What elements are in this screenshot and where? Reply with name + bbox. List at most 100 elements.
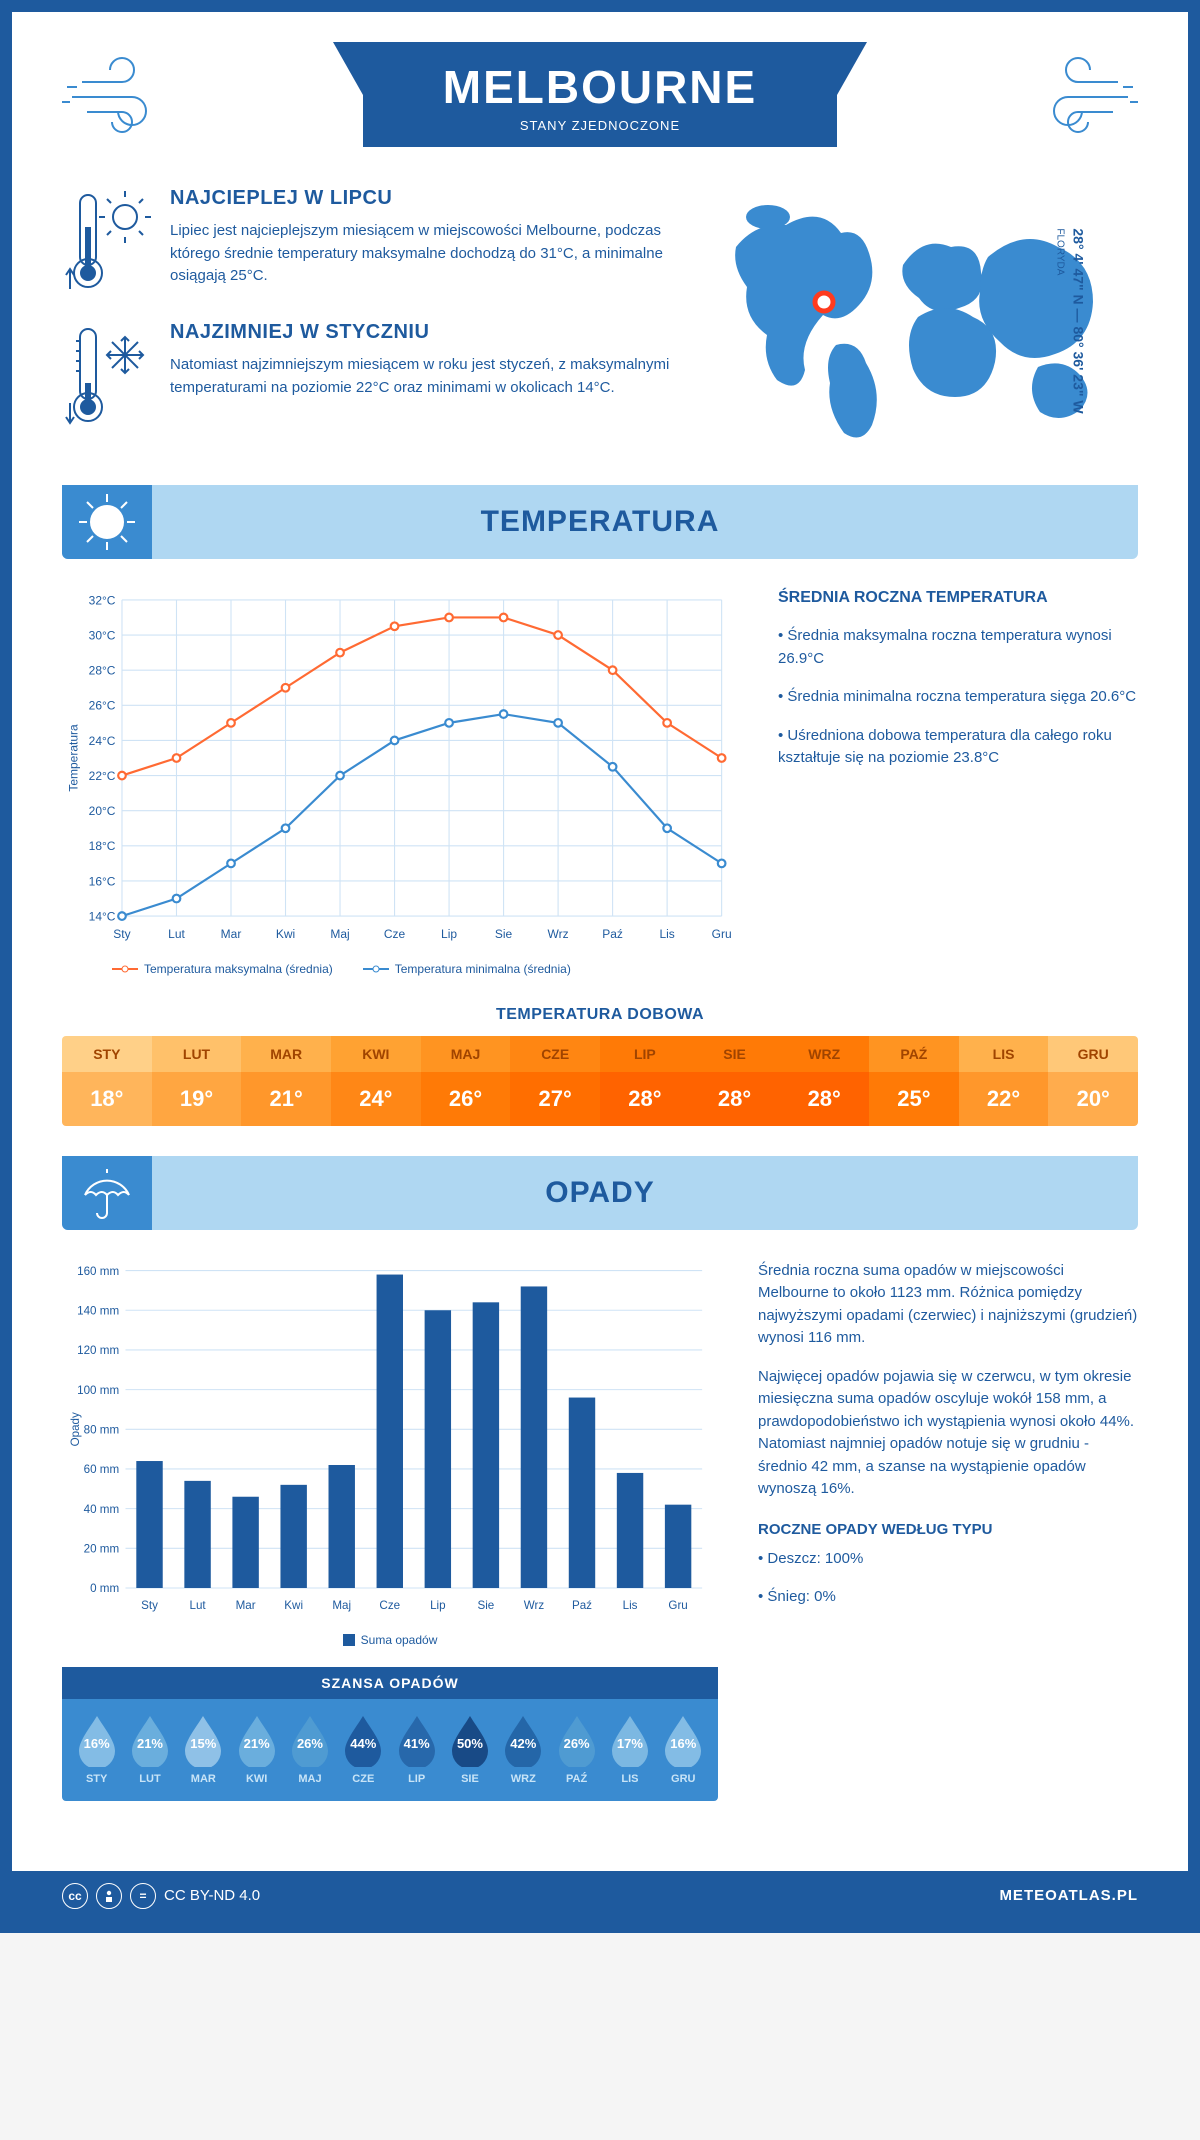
- map-coords: 28° 4' 47" N — 80° 36' 23" W FLORYDA: [1054, 228, 1086, 413]
- fact-warm-text: Lipiec jest najcieplejszym miesiącem w m…: [170, 220, 678, 288]
- daily-cell: LUT 19°: [152, 1036, 242, 1126]
- chance-cell: 26% PAŹ: [552, 1713, 601, 1785]
- footer: cc = CC BY-ND 4.0 METEOATLAS.PL: [12, 1871, 1188, 1921]
- svg-text:60 mm: 60 mm: [84, 1463, 120, 1476]
- fact-cold: NAJZIMNIEJ W STYCZNIU Natomiast najzimni…: [62, 321, 678, 431]
- daily-cell: SIE 28°: [690, 1036, 780, 1126]
- svg-text:160 mm: 160 mm: [77, 1265, 119, 1278]
- wind-icon: [62, 52, 182, 142]
- svg-text:Paź: Paź: [602, 927, 623, 941]
- chance-cell: 21% KWI: [232, 1713, 281, 1785]
- temp-legend: Temperatura maksymalna (średnia) Tempera…: [62, 962, 738, 976]
- temp-stat: • Średnia maksymalna roczna temperatura …: [778, 625, 1138, 670]
- svg-text:100 mm: 100 mm: [77, 1384, 119, 1397]
- chance-cell: 21% LUT: [125, 1713, 174, 1785]
- world-map: 28° 4' 47" N — 80° 36' 23" W FLORYDA: [708, 187, 1138, 455]
- svg-text:0 mm: 0 mm: [90, 1582, 119, 1595]
- chance-cell: 50% SIE: [445, 1713, 494, 1785]
- chance-cell: 16% STY: [72, 1713, 121, 1785]
- daily-cell: MAJ 26°: [421, 1036, 511, 1126]
- svg-text:18°C: 18°C: [89, 839, 116, 853]
- svg-text:Gru: Gru: [668, 1599, 687, 1612]
- daily-cell: LIP 28°: [600, 1036, 690, 1126]
- daily-cell: GRU 20°: [1048, 1036, 1138, 1126]
- by-icon: [96, 1883, 122, 1909]
- svg-text:22°C: 22°C: [89, 769, 116, 783]
- precip-chance-box: SZANSA OPADÓW 16% STY 21% LUT 15% MAR: [62, 1667, 718, 1801]
- section-precip: OPADY: [62, 1156, 1138, 1230]
- temp-stat: • Średnia minimalna roczna temperatura s…: [778, 686, 1138, 709]
- temperature-chart: 14°C16°C18°C20°C22°C24°C26°C28°C30°C32°C…: [62, 589, 738, 976]
- daily-temp-table: STY 18° LUT 19° MAR 21° KWI 24° MAJ 26° …: [62, 1036, 1138, 1126]
- svg-text:Wrz: Wrz: [524, 1599, 545, 1612]
- chance-cell: 15% MAR: [179, 1713, 228, 1785]
- fact-warm: NAJCIEPLEJ W LIPCU Lipiec jest najcieple…: [62, 187, 678, 297]
- svg-text:Lip: Lip: [441, 927, 457, 941]
- temp-stat: • Uśredniona dobowa temperatura dla całe…: [778, 725, 1138, 770]
- nd-icon: =: [130, 1883, 156, 1909]
- precip-type: • Deszcz: 100%: [758, 1548, 1138, 1571]
- svg-text:26°C: 26°C: [89, 699, 116, 713]
- header: MELBOURNE STANY ZJEDNOCZONE: [62, 42, 1138, 147]
- svg-text:16°C: 16°C: [89, 874, 116, 888]
- fact-cold-text: Natomiast najzimniejszym miesiącem w rok…: [170, 354, 678, 399]
- daily-temp-title: TEMPERATURA DOBOWA: [62, 1006, 1138, 1024]
- svg-text:Kwi: Kwi: [276, 927, 295, 941]
- svg-text:Sie: Sie: [495, 927, 513, 941]
- svg-text:140 mm: 140 mm: [77, 1304, 119, 1317]
- chance-cell: 26% MAJ: [285, 1713, 334, 1785]
- svg-text:Lip: Lip: [430, 1599, 446, 1612]
- precip-chart: 0 mm20 mm40 mm60 mm80 mm100 mm120 mm140 …: [62, 1260, 718, 1647]
- svg-text:Lut: Lut: [168, 927, 185, 941]
- chance-cell: 17% LIS: [605, 1713, 654, 1785]
- chance-cell: 16% GRU: [659, 1713, 708, 1785]
- svg-text:24°C: 24°C: [89, 734, 116, 748]
- svg-text:Lut: Lut: [189, 1599, 206, 1612]
- chance-cell: 44% CZE: [339, 1713, 388, 1785]
- svg-text:Sie: Sie: [477, 1599, 494, 1612]
- sun-icon: [62, 485, 152, 559]
- svg-text:30°C: 30°C: [89, 628, 116, 642]
- daily-cell: MAR 21°: [241, 1036, 331, 1126]
- location-marker-icon: [815, 293, 833, 311]
- precip-type: • Śnieg: 0%: [758, 1586, 1138, 1609]
- wind-icon: [1018, 52, 1138, 142]
- svg-text:Sty: Sty: [113, 927, 130, 941]
- section-temperature: TEMPERATURA: [62, 485, 1138, 559]
- svg-text:Maj: Maj: [330, 927, 349, 941]
- fact-cold-title: NAJZIMNIEJ W STYCZNIU: [170, 321, 678, 344]
- svg-text:Paź: Paź: [572, 1599, 592, 1612]
- svg-text:Cze: Cze: [384, 927, 406, 941]
- thermometer-cold-icon: [62, 321, 152, 431]
- svg-text:Mar: Mar: [236, 1599, 256, 1612]
- svg-text:14°C: 14°C: [89, 909, 116, 923]
- chance-cell: 41% LIP: [392, 1713, 441, 1785]
- svg-text:Lis: Lis: [623, 1599, 638, 1612]
- svg-text:Temperatura: Temperatura: [66, 724, 80, 792]
- chance-cell: 42% WRZ: [499, 1713, 548, 1785]
- svg-text:Lis: Lis: [659, 927, 674, 941]
- temperature-stats: ŚREDNIA ROCZNA TEMPERATURA • Średnia mak…: [778, 589, 1138, 976]
- site-name: METEOATLAS.PL: [999, 1887, 1138, 1904]
- fact-warm-title: NAJCIEPLEJ W LIPCU: [170, 187, 678, 210]
- daily-cell: STY 18°: [62, 1036, 152, 1126]
- precip-legend: Suma opadów: [62, 1633, 718, 1647]
- country-name: STANY ZJEDNOCZONE: [443, 118, 757, 133]
- svg-text:Sty: Sty: [141, 1599, 158, 1612]
- svg-text:32°C: 32°C: [89, 593, 116, 607]
- daily-cell: CZE 27°: [510, 1036, 600, 1126]
- daily-cell: PAŹ 25°: [869, 1036, 959, 1126]
- svg-text:120 mm: 120 mm: [77, 1344, 119, 1357]
- cc-icon: cc: [62, 1883, 88, 1909]
- daily-cell: LIS 22°: [959, 1036, 1049, 1126]
- daily-cell: KWI 24°: [331, 1036, 421, 1126]
- thermometer-hot-icon: [62, 187, 152, 297]
- city-name: MELBOURNE: [443, 60, 757, 114]
- svg-text:Opady: Opady: [69, 1412, 82, 1446]
- svg-text:Cze: Cze: [379, 1599, 400, 1612]
- svg-text:Gru: Gru: [712, 927, 732, 941]
- daily-cell: WRZ 28°: [779, 1036, 869, 1126]
- title-banner: MELBOURNE STANY ZJEDNOCZONE: [363, 42, 837, 147]
- svg-text:80 mm: 80 mm: [84, 1423, 120, 1436]
- facts: NAJCIEPLEJ W LIPCU Lipiec jest najcieple…: [62, 187, 678, 455]
